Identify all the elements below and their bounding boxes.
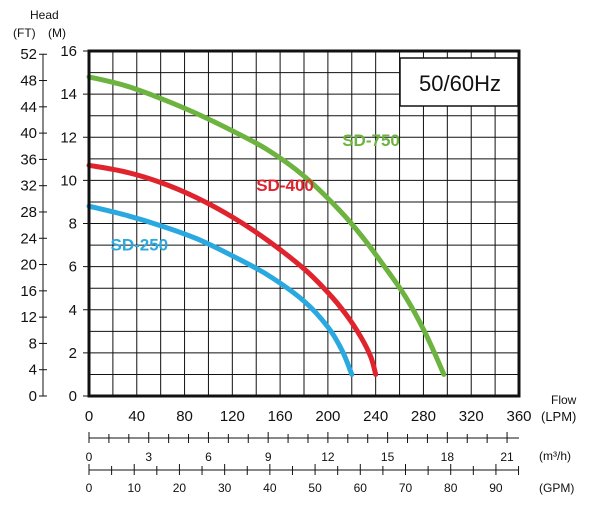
flow-axis-label: Flow xyxy=(551,393,577,407)
m3h-tick-label: 3 xyxy=(145,450,152,464)
lpm-tick-label: 0 xyxy=(85,408,93,425)
series-label-sd-250: SD-250 xyxy=(111,235,169,254)
m-tick-label: 0 xyxy=(69,388,77,405)
m3h-tick-label: 12 xyxy=(321,450,335,464)
ft-tick-label: 20 xyxy=(20,257,37,274)
series-label-sd-750: SD-750 xyxy=(342,131,400,150)
ft-unit-label: (FT) xyxy=(13,26,36,40)
lpm-tick-label: 80 xyxy=(176,408,193,425)
plot-frame xyxy=(87,49,521,398)
gpm-tick-label: 40 xyxy=(263,481,277,495)
gpm-tick-label: 20 xyxy=(173,481,187,495)
lpm-tick-label: 240 xyxy=(363,408,388,425)
lpm-tick-label: 160 xyxy=(268,408,293,425)
ft-tick-label: 32 xyxy=(20,178,37,195)
ft-tick-label: 48 xyxy=(20,73,37,90)
lpm-tick-label: 200 xyxy=(315,408,340,425)
ft-tick-label: 44 xyxy=(20,99,37,116)
frequency-box xyxy=(399,57,519,107)
head-axis-label: Head xyxy=(30,8,59,22)
series-curve-sd-750 xyxy=(86,74,447,377)
series-curve-sd-400 xyxy=(86,162,379,377)
gpm-unit-label: (GPM) xyxy=(539,481,574,495)
m3h-unit-label: (m³/h) xyxy=(539,449,571,463)
m-tick-label: 12 xyxy=(60,129,77,146)
ft-tick-label: 52 xyxy=(20,46,37,63)
gpm-tick-label: 90 xyxy=(489,481,503,495)
lpm-tick-label: 280 xyxy=(411,408,436,425)
lpm-unit-label: (LPM) xyxy=(541,409,576,424)
m-tick-label: 16 xyxy=(60,43,77,60)
ft-tick-label: 8 xyxy=(29,335,37,352)
lpm-tick-label: 360 xyxy=(506,408,531,425)
m-tick-label: 4 xyxy=(69,302,77,319)
frequency-label: 50/60Hz xyxy=(419,71,501,96)
m3h-tick-label: 6 xyxy=(205,450,212,464)
ft-tick-label: 4 xyxy=(29,362,37,379)
lpm-tick-label: 120 xyxy=(220,408,245,425)
m3h-tick-label: 0 xyxy=(86,450,93,464)
m3h-tick-label: 9 xyxy=(265,450,272,464)
ft-tick-label: 40 xyxy=(20,125,37,142)
m3h-tick-label: 21 xyxy=(500,450,514,464)
series-layer: SD-750 SD-400 SD-250 xyxy=(86,74,447,377)
ft-tick-label: 16 xyxy=(20,283,37,300)
gpm-tick-label: 50 xyxy=(308,481,322,495)
gpm-tick-label: 10 xyxy=(128,481,142,495)
series-label-sd-400: SD-400 xyxy=(256,176,314,195)
lpm-tick-label: 320 xyxy=(459,408,484,425)
m-unit-label: (M) xyxy=(48,26,66,40)
gpm-tick-label: 30 xyxy=(218,481,232,495)
m3h-tick-label: 15 xyxy=(381,450,395,464)
gpm-tick-label: 70 xyxy=(399,481,413,495)
m-tick-label: 8 xyxy=(69,216,77,233)
ft-tick-label: 36 xyxy=(20,151,37,168)
ft-tick-label: 28 xyxy=(20,204,37,221)
ft-tick-label: 0 xyxy=(29,388,37,405)
ft-tick-label: 24 xyxy=(20,230,37,247)
ft-tick-label: 12 xyxy=(20,309,37,326)
gpm-tick-label: 0 xyxy=(86,481,93,495)
m-tick-label: 10 xyxy=(60,172,77,189)
gpm-tick-label: 60 xyxy=(354,481,368,495)
m3h-tick-label: 18 xyxy=(441,450,455,464)
lpm-tick-label: 40 xyxy=(128,408,145,425)
m-tick-label: 2 xyxy=(69,345,77,362)
m-tick-label: 14 xyxy=(60,86,77,103)
m-tick-label: 6 xyxy=(69,259,77,276)
gpm-tick-label: 80 xyxy=(444,481,458,495)
series-curve-sd-250 xyxy=(86,203,355,377)
